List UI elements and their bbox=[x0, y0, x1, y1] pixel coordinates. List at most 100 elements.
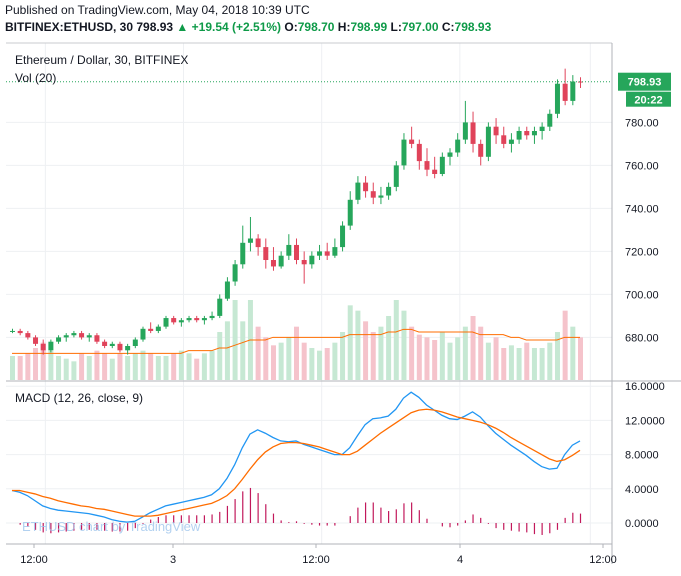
low-value: 797.00 bbox=[401, 20, 439, 34]
candle-body bbox=[370, 191, 376, 198]
candle-body bbox=[25, 333, 31, 338]
volume-bar bbox=[148, 353, 154, 380]
candle-body bbox=[501, 135, 507, 144]
volume-bar bbox=[332, 342, 338, 380]
volume-indicator-label: Vol (20) bbox=[15, 71, 56, 85]
grid-lines bbox=[6, 43, 612, 544]
last-price-tag-bg bbox=[618, 72, 671, 91]
volume-bar bbox=[416, 334, 422, 380]
candle-body bbox=[524, 131, 530, 136]
candle-body bbox=[401, 139, 407, 166]
candle-body bbox=[516, 131, 522, 140]
volume-bar bbox=[33, 348, 39, 380]
volume-bar bbox=[125, 356, 131, 380]
volume-bar bbox=[378, 326, 384, 380]
candle-body bbox=[409, 139, 415, 144]
candle-body bbox=[286, 244, 292, 256]
candle-body bbox=[163, 318, 169, 327]
volume-bar bbox=[25, 353, 31, 380]
high-label: H: bbox=[337, 20, 351, 34]
volume-bar bbox=[224, 321, 230, 380]
volume-bar bbox=[140, 350, 146, 380]
candle-body bbox=[102, 341, 108, 346]
candle-body bbox=[432, 169, 438, 174]
volume-bar bbox=[554, 332, 560, 380]
published-note: Published on TradingView.com, May 04, 20… bbox=[5, 3, 310, 17]
volume-bar bbox=[56, 356, 62, 380]
candle-body bbox=[493, 126, 499, 136]
volume-bar bbox=[240, 321, 246, 380]
candle-body bbox=[317, 251, 323, 256]
volume-bar bbox=[10, 356, 15, 380]
candle-body bbox=[155, 326, 161, 331]
candle-body bbox=[33, 337, 39, 344]
candle-body bbox=[71, 333, 77, 336]
candle-body bbox=[324, 251, 330, 256]
volume-bar bbox=[163, 356, 169, 380]
volume-bar bbox=[401, 310, 407, 380]
last-price-tag: 798.93 bbox=[628, 77, 662, 89]
candle-body bbox=[416, 143, 422, 162]
volume-bar bbox=[132, 353, 138, 380]
volume-bar bbox=[48, 350, 54, 380]
volume-bar bbox=[309, 348, 315, 380]
candle-body bbox=[125, 346, 131, 351]
volume-bar bbox=[171, 353, 177, 380]
candle-body bbox=[63, 335, 69, 338]
candle-body bbox=[270, 260, 276, 267]
volume-bar bbox=[501, 348, 507, 380]
price-tick-label: 720.00 bbox=[625, 246, 659, 258]
volume-bar bbox=[493, 337, 499, 380]
chart-frame bbox=[6, 42, 681, 564]
candle-body bbox=[232, 264, 238, 282]
price-tick-label: 760.00 bbox=[625, 160, 659, 172]
price-tags: 798.93 20:22 bbox=[6, 72, 671, 107]
candle-body bbox=[470, 122, 476, 144]
volume-bar bbox=[270, 345, 276, 380]
candle-body bbox=[17, 330, 23, 334]
volume-bar bbox=[508, 345, 514, 380]
high-value: 798.99 bbox=[350, 20, 388, 34]
time-tick-label: 12:00 bbox=[302, 554, 330, 566]
macd-series-macd bbox=[11, 391, 581, 523]
macd-tick-label: 0.0000 bbox=[625, 518, 659, 530]
volume-bar bbox=[347, 305, 353, 380]
last-price-value: 798.93 bbox=[136, 20, 174, 34]
volume-bar bbox=[155, 356, 161, 380]
volume-bar bbox=[63, 358, 69, 380]
volume-bar bbox=[317, 350, 323, 380]
macd-tick-label: 8.0000 bbox=[625, 450, 659, 462]
candle-body bbox=[79, 333, 85, 338]
volume-bar bbox=[186, 353, 192, 380]
low-label: L: bbox=[390, 20, 402, 34]
candle-body bbox=[186, 318, 192, 321]
candle-body bbox=[201, 318, 207, 321]
candle-body bbox=[478, 143, 484, 157]
candle-body bbox=[301, 260, 307, 265]
change-up-icon: ▲ bbox=[176, 20, 189, 34]
price-tick-label: 780.00 bbox=[625, 117, 659, 129]
candle-body bbox=[347, 199, 353, 226]
volume-bar bbox=[524, 342, 530, 380]
candle-body bbox=[278, 255, 284, 267]
volume-bar bbox=[217, 332, 223, 380]
candle-body bbox=[178, 320, 184, 323]
time-tick-label: 4 bbox=[457, 554, 463, 566]
volume-bar bbox=[470, 316, 476, 380]
volume-bar bbox=[355, 310, 361, 380]
candle-body bbox=[86, 335, 92, 338]
volume-bar bbox=[516, 348, 522, 380]
volume-bar bbox=[462, 326, 468, 380]
volume-bar bbox=[539, 348, 545, 380]
price-tick-label: 740.00 bbox=[625, 203, 659, 215]
volume-bar bbox=[194, 358, 200, 380]
candle-body bbox=[94, 335, 100, 342]
volume-bar bbox=[17, 356, 23, 380]
candle-body bbox=[562, 83, 568, 101]
candle-body bbox=[10, 330, 15, 332]
candle-body bbox=[578, 81, 583, 83]
candle-body bbox=[209, 315, 215, 319]
candle-body bbox=[462, 122, 468, 140]
time-tick-label: 3 bbox=[170, 554, 176, 566]
